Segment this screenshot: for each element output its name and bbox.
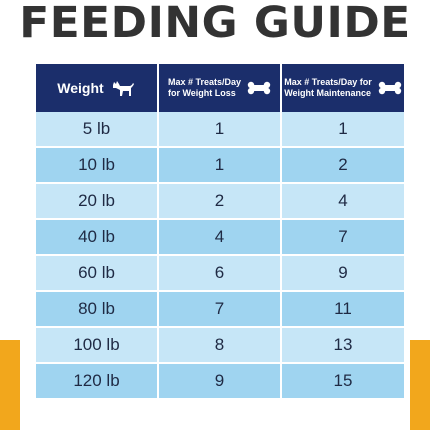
maintenance-cell: 13	[281, 327, 404, 364]
maintenance-cell: 11	[281, 291, 404, 328]
header-weight-label: Weight	[57, 80, 104, 96]
loss-cell: 7	[158, 291, 282, 328]
dog-icon	[110, 78, 136, 98]
weight-cell: 20 lb	[36, 183, 159, 220]
table-row: 120 lb 9 15	[36, 363, 404, 400]
loss-cell: 2	[158, 183, 282, 220]
maintenance-cell: 4	[281, 183, 404, 220]
bone-icon	[378, 81, 402, 95]
header-weight-loss: Max # Treats/Day for Weight Loss	[158, 64, 282, 112]
table-row: 10 lb 1 2	[36, 147, 404, 184]
maintenance-cell: 9	[281, 255, 404, 292]
table-row: 5 lb 1 1	[36, 112, 404, 148]
weight-cell: 100 lb	[36, 327, 159, 364]
loss-cell: 1	[158, 112, 282, 148]
maintenance-cell: 15	[281, 363, 404, 400]
maintenance-cell: 7	[281, 219, 404, 256]
loss-cell: 1	[158, 147, 282, 184]
loss-cell: 9	[158, 363, 282, 400]
header-weight: Weight	[36, 64, 159, 112]
header-maint-line1: Max # Treats/Day for	[284, 77, 372, 87]
weight-cell: 80 lb	[36, 291, 159, 328]
loss-cell: 4	[158, 219, 282, 256]
weight-cell: 120 lb	[36, 363, 159, 400]
table-row: 80 lb 7 11	[36, 291, 404, 328]
header-weight-maintenance: Max # Treats/Day for Weight Maintenance	[281, 64, 404, 112]
weight-cell: 60 lb	[36, 255, 159, 292]
table-header-row: Weight Max # Treats/Day for Weight Loss	[36, 64, 404, 112]
feeding-table: Weight Max # Treats/Day for Weight Loss	[36, 64, 404, 400]
weight-cell: 40 lb	[36, 219, 159, 256]
table-row: 100 lb 8 13	[36, 327, 404, 364]
header-maint-line2: Weight Maintenance	[284, 88, 372, 98]
maintenance-cell: 1	[281, 112, 404, 148]
bone-icon	[247, 81, 271, 95]
table-row: 60 lb 6 9	[36, 255, 404, 292]
header-loss-line1: Max # Treats/Day	[167, 77, 242, 87]
header-loss-line2: for Weight Loss	[167, 88, 236, 98]
weight-cell: 10 lb	[36, 147, 159, 184]
table-row: 20 lb 2 4	[36, 183, 404, 220]
loss-cell: 8	[158, 327, 282, 364]
weight-cell: 5 lb	[36, 112, 159, 148]
page-title: FEEDING GUIDE	[19, 0, 411, 48]
loss-cell: 6	[158, 255, 282, 292]
maintenance-cell: 2	[281, 147, 404, 184]
table-row: 40 lb 4 7	[36, 219, 404, 256]
